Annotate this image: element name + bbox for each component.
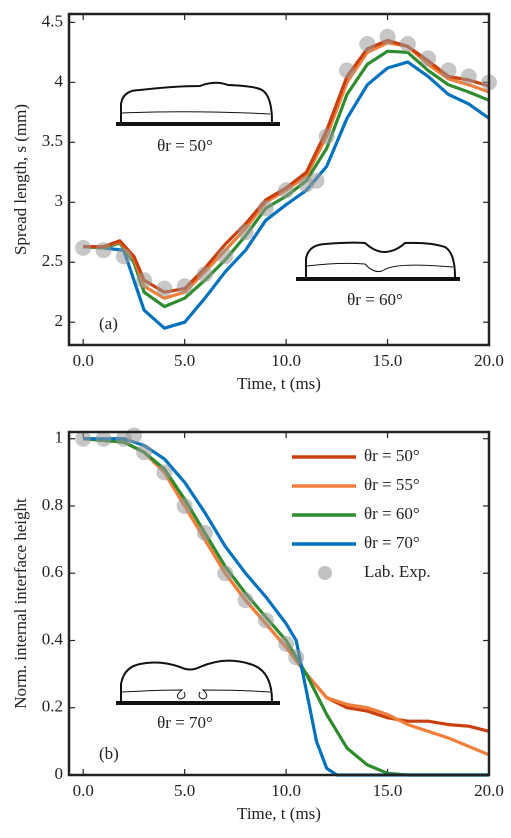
scatter-point bbox=[399, 35, 416, 52]
series-line bbox=[83, 437, 489, 777]
x-tick-label: 5.0 bbox=[174, 351, 195, 370]
axes-box bbox=[67, 12, 491, 347]
x-tick-label: 0.0 bbox=[73, 781, 94, 800]
y-tick-label: 0.8 bbox=[42, 495, 63, 514]
x-tick-label: 10.0 bbox=[271, 351, 301, 370]
series-line bbox=[83, 38, 490, 294]
scatter-point bbox=[136, 272, 153, 289]
scatter-point bbox=[318, 128, 335, 145]
series-line bbox=[83, 437, 489, 777]
y-tick-label: 0 bbox=[55, 764, 64, 783]
legend-label: θr = 55° bbox=[364, 475, 420, 494]
y-tick-label: 3 bbox=[55, 191, 64, 210]
scatter-point bbox=[237, 224, 254, 241]
legend-label: θr = 50° bbox=[364, 446, 420, 465]
series-line bbox=[83, 41, 490, 300]
y-tick-label: 1 bbox=[55, 428, 64, 447]
inset-drop bbox=[296, 241, 460, 281]
inset-label: θr = 70° bbox=[157, 713, 213, 732]
panel-label: (b) bbox=[99, 744, 119, 763]
inset-drop bbox=[116, 81, 280, 126]
scatter-point bbox=[115, 248, 132, 265]
scatter-point bbox=[257, 612, 274, 629]
scatter-point bbox=[156, 464, 173, 481]
legend-label: θr = 70° bbox=[364, 533, 420, 552]
scatter-point bbox=[125, 427, 142, 444]
scatter-point bbox=[308, 172, 325, 189]
x-axis-label: Time, t (ms) bbox=[237, 374, 321, 393]
series-line bbox=[83, 60, 490, 330]
x-tick-label: 20.0 bbox=[474, 781, 504, 800]
scatter-point bbox=[440, 62, 457, 79]
x-tick-label: 5.0 bbox=[174, 781, 195, 800]
scatter-point bbox=[136, 444, 153, 461]
x-axis-label: Time, t (ms) bbox=[237, 804, 321, 823]
y-tick-label: 3.5 bbox=[42, 131, 63, 150]
scatter-point bbox=[460, 68, 477, 85]
scatter-point bbox=[338, 62, 355, 79]
series-line bbox=[83, 437, 490, 757]
scatter-point bbox=[156, 280, 173, 297]
y-axis-label: Spread length, s (mm) bbox=[11, 104, 30, 255]
scatter-point bbox=[95, 430, 112, 447]
inset-label: θr = 60° bbox=[347, 290, 403, 309]
scatter-point bbox=[176, 497, 193, 514]
y-tick-label: 4 bbox=[55, 71, 64, 90]
x-tick-label: 0.0 bbox=[73, 351, 94, 370]
series-line bbox=[83, 437, 490, 733]
inset-drop bbox=[116, 659, 280, 705]
scatter-point bbox=[278, 635, 295, 652]
scatter-point bbox=[217, 565, 234, 582]
panel-label: (a) bbox=[99, 314, 118, 333]
scatter-point bbox=[257, 200, 274, 217]
scatter-point bbox=[176, 278, 193, 295]
scatter-point bbox=[196, 524, 213, 541]
scatter-point bbox=[75, 239, 92, 256]
scatter-point bbox=[237, 592, 254, 609]
x-tick-label: 15.0 bbox=[373, 781, 403, 800]
y-axis-label: Norm. internal interface height bbox=[11, 498, 30, 709]
x-tick-label: 15.0 bbox=[373, 351, 403, 370]
y-tick-label: 0.4 bbox=[42, 629, 64, 648]
y-tick-label: 4.5 bbox=[42, 11, 63, 30]
scatter-point bbox=[75, 430, 92, 447]
inset-label: θr = 50° bbox=[157, 136, 213, 155]
legend-label: Lab. Exp. bbox=[364, 562, 431, 581]
scatter-point bbox=[379, 28, 396, 45]
x-tick-label: 10.0 bbox=[271, 781, 301, 800]
scatter-point bbox=[95, 242, 112, 259]
scatter-point bbox=[359, 35, 376, 52]
y-tick-label: 2 bbox=[55, 311, 64, 330]
scatter-point bbox=[278, 182, 295, 199]
y-tick-label: 0.6 bbox=[42, 562, 63, 581]
x-tick-label: 20.0 bbox=[474, 351, 504, 370]
scatter-point bbox=[217, 248, 234, 265]
scatter-point bbox=[196, 266, 213, 283]
y-tick-label: 2.5 bbox=[42, 251, 63, 270]
legend-marker bbox=[318, 566, 332, 580]
y-tick-label: 0.2 bbox=[42, 697, 63, 716]
axes-box bbox=[67, 430, 491, 777]
scatter-point bbox=[288, 649, 305, 666]
legend-label: θr = 60° bbox=[364, 504, 420, 523]
scatter-point bbox=[420, 50, 437, 67]
